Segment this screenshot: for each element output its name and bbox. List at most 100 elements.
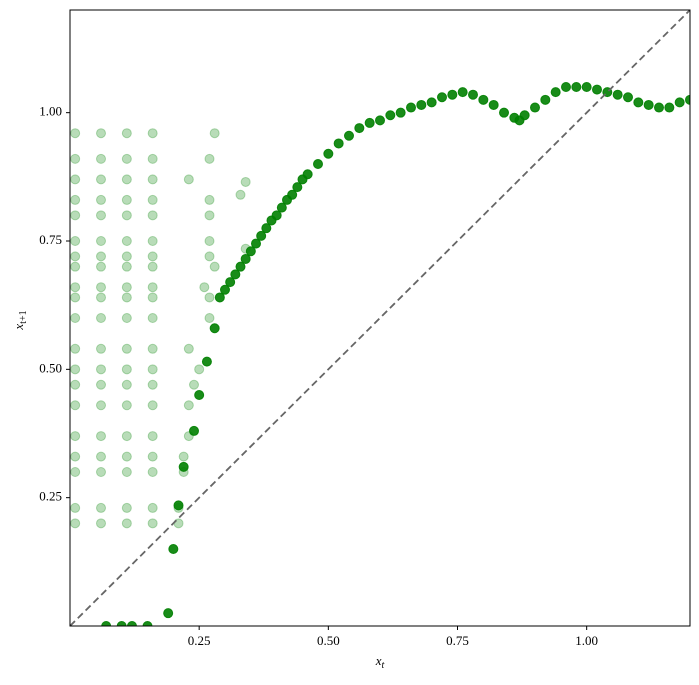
scatter-point	[70, 251, 81, 262]
scatter-point	[375, 115, 385, 126]
scatter-point	[121, 128, 132, 139]
scatter-point	[261, 223, 272, 234]
scatter-point	[204, 194, 215, 205]
scatter-point	[142, 621, 153, 626]
scatter-point	[633, 97, 644, 108]
scatter-point	[147, 451, 158, 462]
scatter-point	[70, 282, 81, 293]
scatter-point	[364, 117, 375, 128]
scatter-point	[147, 467, 158, 477]
scatter-point	[70, 128, 81, 139]
scatter-point	[121, 343, 132, 354]
scatter-point	[70, 343, 81, 354]
scatter-point	[437, 92, 447, 103]
scatter-point	[204, 251, 215, 262]
scatter-point	[581, 82, 592, 92]
scatter-point	[121, 153, 132, 164]
scatter-point	[96, 379, 106, 390]
scatter-point	[643, 99, 654, 110]
scatter-point	[70, 261, 81, 272]
scatter-point	[235, 261, 246, 272]
scatter-point	[147, 379, 158, 390]
diagonal-reference	[70, 10, 690, 626]
scatter-point	[173, 500, 184, 511]
scatter-point	[199, 282, 210, 293]
scatter-point	[147, 282, 158, 293]
scatter-point	[519, 110, 530, 121]
scatter-point	[468, 89, 478, 100]
scatter-point	[96, 502, 106, 513]
x-axis-label-sub: t	[382, 660, 385, 671]
scatter-point	[163, 608, 174, 619]
scatter-point	[276, 202, 287, 213]
scatter-point	[302, 169, 313, 180]
scatter-point	[121, 467, 132, 477]
scatter-point	[183, 343, 194, 354]
scatter-point	[674, 97, 685, 108]
scatter-point	[147, 502, 158, 513]
plot-frame	[69, 9, 691, 627]
scatter-point	[127, 621, 137, 626]
scatter-point	[70, 467, 81, 477]
scatter-point	[287, 189, 298, 200]
x-tick-label: 0.25	[188, 633, 211, 648]
scatter-point	[292, 182, 303, 193]
scatter-point	[70, 174, 81, 185]
scatter-point	[230, 269, 241, 280]
scatter-point	[530, 102, 540, 113]
scatter-point	[194, 364, 205, 375]
y-tick-label: 1.00	[39, 104, 62, 119]
scatter-point	[240, 176, 251, 187]
scatter-point	[70, 313, 81, 323]
scatter-point	[121, 236, 132, 246]
scatter-point	[96, 313, 106, 323]
scatter-point	[70, 518, 81, 529]
scatter-point	[220, 284, 230, 295]
scatter-point	[70, 400, 81, 411]
scatter-point	[70, 379, 81, 390]
scatter-point	[147, 251, 158, 262]
scatter-point	[121, 379, 132, 390]
scatter-point	[147, 364, 158, 375]
scatter-point	[189, 379, 199, 390]
x-axis-label: xt	[375, 653, 385, 671]
scatter-point	[96, 292, 106, 303]
scatter-point	[147, 236, 158, 246]
scatter-point	[147, 153, 158, 164]
scatter-point	[70, 502, 81, 513]
scatter-point	[385, 110, 396, 121]
scatter-point	[612, 89, 623, 100]
y-axis-label-base: x	[11, 324, 26, 331]
y-axis-label-sub: t+1	[18, 310, 29, 323]
scatter-point	[168, 544, 179, 554]
scatter-point	[70, 236, 81, 246]
scatter-point	[178, 461, 189, 472]
scatter-point	[70, 292, 81, 303]
scatter-point	[395, 107, 406, 118]
scatter-point	[121, 251, 132, 262]
scatter-point	[96, 518, 106, 529]
scatter-point	[147, 128, 158, 139]
scatter-point	[121, 400, 132, 411]
x-tick-label: 1.00	[575, 633, 598, 648]
scatter-point	[209, 261, 220, 272]
scatter-point	[561, 82, 571, 92]
scatter-point	[406, 102, 416, 113]
scatter-point	[147, 431, 158, 442]
scatter-point	[416, 99, 427, 110]
scatter-point	[96, 400, 106, 411]
scatter-point	[256, 230, 267, 241]
scatter-point	[147, 343, 158, 354]
scatter-point	[333, 138, 344, 149]
scatter-point	[685, 94, 690, 105]
scatter-point	[147, 292, 158, 303]
scatter-point	[204, 153, 215, 164]
scatter-point	[550, 87, 561, 98]
scatter-point	[354, 123, 365, 134]
x-tick-label: 0.50	[317, 633, 340, 648]
scatter-point	[96, 467, 106, 477]
scatter-point	[571, 82, 582, 92]
scatter-point	[540, 94, 551, 105]
scatter-point	[271, 210, 282, 221]
x-axis-label-base: x	[375, 653, 382, 668]
